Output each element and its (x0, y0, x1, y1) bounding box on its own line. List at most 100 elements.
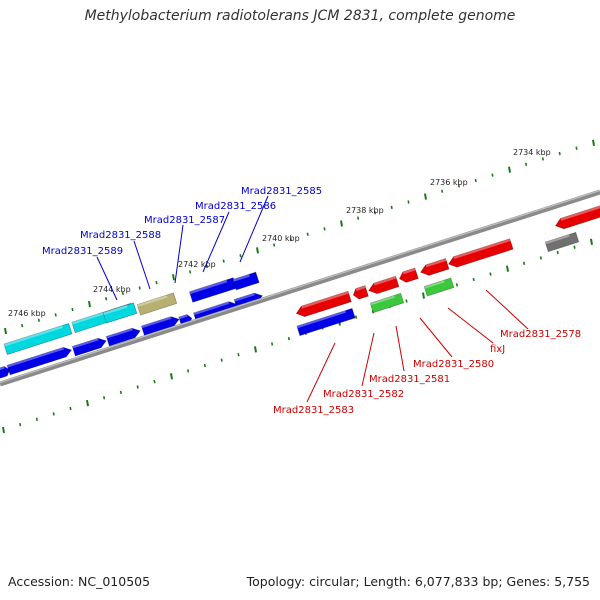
genome-title: Methylobacterium radiotolerans JCM 2831,… (84, 8, 516, 24)
scale-tick (422, 292, 425, 299)
gene-blue (232, 271, 260, 291)
scale-tick (539, 256, 542, 260)
accession-text: Accession: NC_010505 (8, 574, 151, 589)
scale-tick (455, 283, 458, 287)
gene-track (0, 200, 600, 380)
scale-tick (573, 245, 576, 249)
scale-tick (170, 373, 173, 380)
scale-tick (590, 238, 593, 246)
scale-tick (69, 406, 72, 411)
scale-label-2734: 2734 kbp (513, 148, 551, 157)
scale-tick (4, 327, 7, 335)
outer-scale-ticks (4, 139, 595, 335)
reverse-leader-lines (306, 289, 529, 403)
scale-tick (273, 243, 276, 247)
gene-label-mrad2831-2583: Mrad2831_2583 (273, 405, 354, 416)
scale-tick (489, 272, 492, 276)
scale-tick (86, 399, 89, 407)
scale-tick (153, 379, 156, 384)
scale-tick (575, 146, 578, 150)
scale-tick (472, 277, 475, 282)
forward-leader-lines (96, 195, 269, 301)
scale-tick (71, 307, 74, 312)
scale-tick (237, 353, 240, 357)
scale-tick (355, 315, 358, 319)
gene-red (352, 285, 369, 300)
scale-tick (271, 342, 274, 346)
scale-tick (506, 265, 509, 272)
scale-tick (121, 291, 124, 296)
gene-label-mrad2831-2589: Mrad2831_2589 (42, 246, 123, 257)
scale-tick (37, 318, 40, 322)
gene-blue (105, 327, 141, 347)
gene-green (423, 277, 455, 297)
gene-red (554, 200, 600, 230)
scale-label-2742: 2742 kbp (178, 260, 216, 269)
gene-label-mrad2831-2588: Mrad2831_2588 (80, 230, 161, 241)
scale-tick (203, 363, 206, 368)
scale-tick (556, 250, 559, 255)
scale-tick (390, 205, 393, 210)
gene-label-mrad2831-2581: Mrad2831_2581 (369, 374, 450, 385)
gene-blue (188, 277, 238, 303)
gene-red (295, 290, 352, 318)
scale-tick (508, 166, 511, 173)
gene-blue (140, 316, 180, 336)
gene-label-mrad2831-2585: Mrad2831_2585 (241, 186, 322, 197)
gene-blue (0, 366, 11, 380)
scale-tick (256, 247, 259, 254)
scale-tick (189, 270, 192, 274)
scale-tick (239, 254, 242, 258)
gene-label-mrad2831-2580: Mrad2831_2580 (413, 359, 494, 370)
scale-label-2738: 2738 kbp (346, 206, 384, 215)
gene-green (369, 292, 405, 314)
scale-tick (289, 237, 292, 242)
scale-tick (172, 274, 175, 281)
scale-tick (254, 346, 257, 353)
gene-red (420, 258, 450, 276)
scale-tick (136, 385, 139, 389)
gene-blue (6, 346, 73, 376)
gene-blue (71, 337, 107, 357)
scale-tick (541, 157, 544, 161)
scale-tick (323, 227, 326, 231)
gene-label-mrad2831-2582: Mrad2831_2582 (323, 389, 404, 400)
scale-tick (407, 200, 410, 204)
gene-label-mrad2831-2587: Mrad2831_2587 (144, 215, 225, 226)
scale-tick (35, 417, 38, 421)
scale-tick (52, 412, 55, 416)
gene-red (368, 275, 400, 295)
scale-tick (155, 280, 158, 285)
scale-tick (21, 323, 24, 328)
scale-tick (119, 390, 122, 395)
scale-tick (424, 193, 427, 200)
genome-summary-text: Topology: circular; Length: 6,077,833 bp… (246, 574, 590, 589)
scale-tick (405, 299, 408, 303)
scale-tick (222, 259, 225, 263)
scale-tick (592, 139, 595, 147)
scale-tick (441, 189, 444, 193)
scale-tick (54, 313, 57, 317)
scale-tick (105, 297, 108, 301)
scale-tick (340, 220, 343, 227)
scale-label-2740: 2740 kbp (262, 234, 300, 243)
genome-backbone (0, 189, 600, 387)
scale-label-2746: 2746 kbp (8, 309, 46, 318)
scale-tick (357, 216, 360, 220)
scale-tick (88, 300, 91, 308)
scale-tick (558, 151, 561, 156)
scale-tick (2, 426, 5, 434)
gene-label-fixj: fixJ (490, 344, 505, 355)
gene-cyan (102, 302, 138, 324)
scale-tick (491, 173, 494, 177)
inner-scale-ticks (2, 238, 593, 434)
scale-tick (306, 232, 309, 236)
gene-gray (544, 231, 580, 253)
scale-tick (287, 336, 290, 341)
gene-red (398, 267, 419, 283)
scale-tick (525, 162, 528, 167)
gene-label-mrad2831-2578: Mrad2831_2578 (500, 329, 581, 340)
scale-tick (187, 369, 190, 373)
scale-tick (457, 184, 460, 188)
